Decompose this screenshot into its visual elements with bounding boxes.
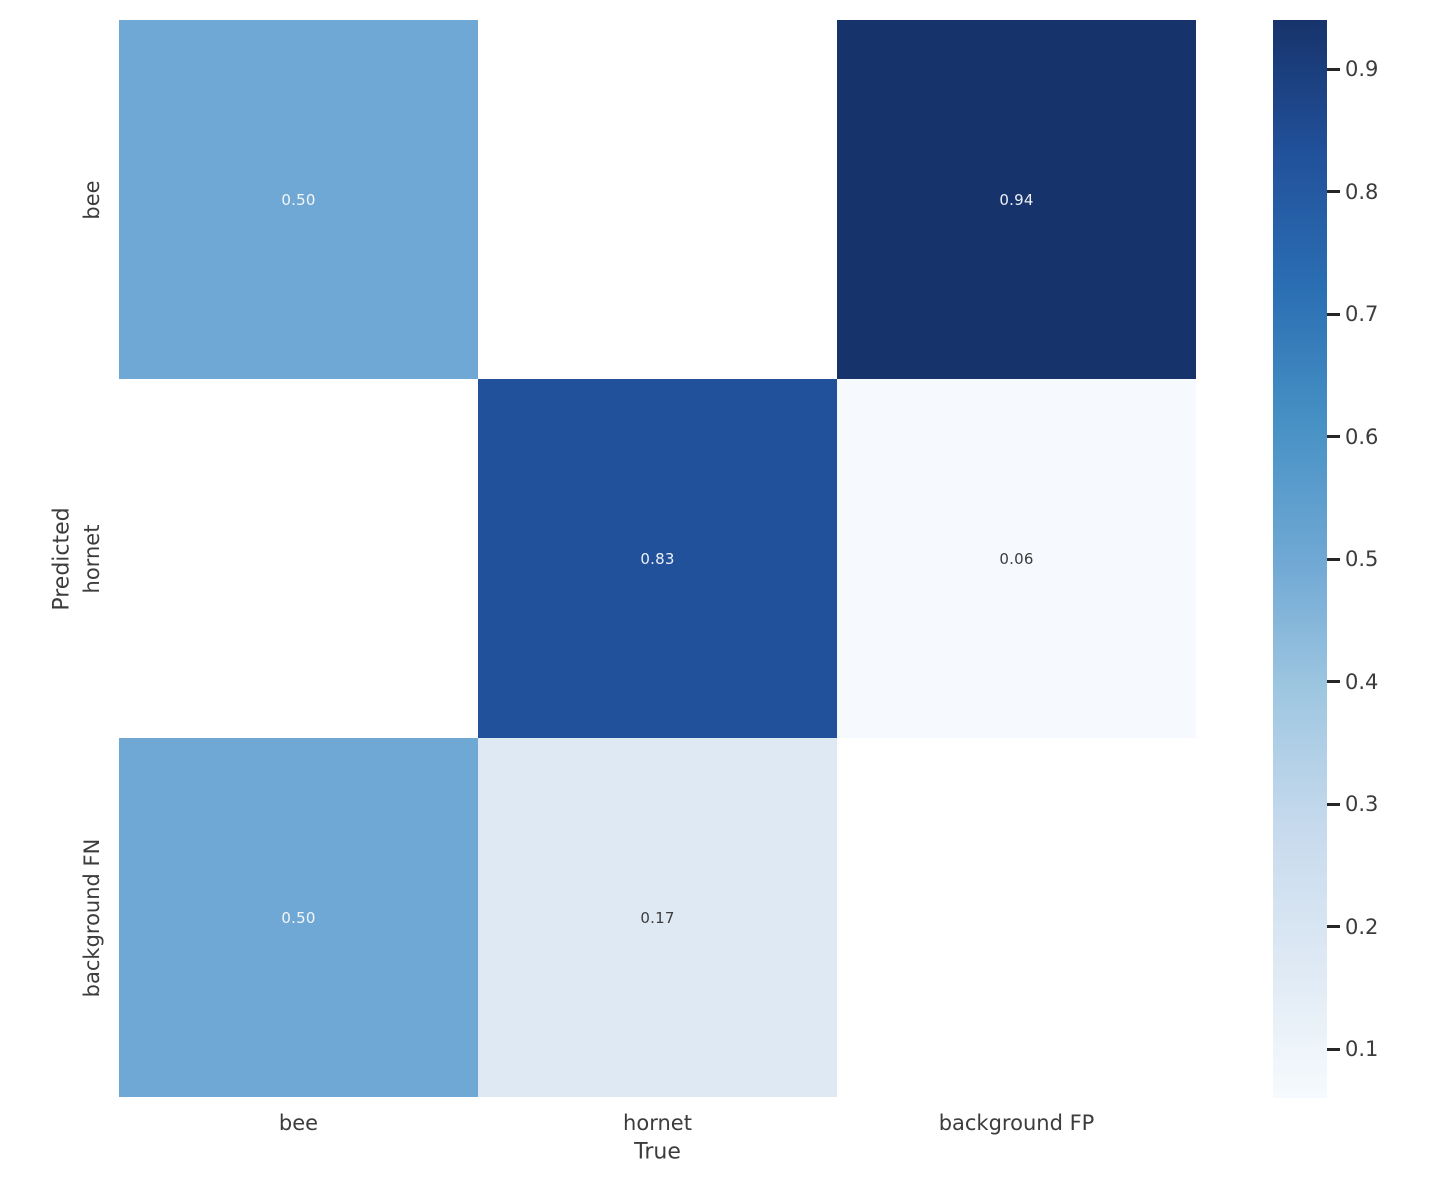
colorbar-tick-mark (1327, 1047, 1340, 1051)
heatmap-cell: 0.83 (478, 379, 837, 738)
heatmap-cell: 0.06 (837, 379, 1196, 738)
colorbar-tick-mark (1327, 190, 1340, 193)
colorbar-tick-mark (1327, 802, 1340, 806)
colorbar-tick-label: 0.4 (1345, 669, 1379, 694)
y-tick-label-bee: bee (80, 179, 104, 220)
colorbar-tick-mark (1327, 680, 1340, 683)
colorbar-tick-label: 0.5 (1345, 547, 1379, 571)
x-axis-title: True (634, 1139, 681, 1165)
colorbar-tick-mark (1327, 312, 1340, 316)
colorbar-tick-label: 0.3 (1345, 792, 1379, 816)
heatmap-cell-value: 0.06 (999, 549, 1034, 568)
colorbar-tick-mark (1327, 435, 1340, 438)
colorbar-tick-label: 0.9 (1345, 57, 1379, 81)
y-tick-label-hornet: hornet (80, 524, 104, 593)
heatmap-cell (119, 379, 478, 738)
x-tick-label-background-fp: background FP (938, 1111, 1095, 1135)
colorbar (1273, 20, 1327, 1098)
x-tick-label-bee: bee (278, 1111, 319, 1135)
heatmap-cell-value: 0.50 (281, 190, 316, 209)
colorbar-tick-mark (1327, 557, 1340, 561)
heatmap-cell-value: 0.50 (281, 908, 316, 927)
heatmap-cell: 0.94 (837, 20, 1196, 379)
heatmap-cell: 0.17 (478, 738, 837, 1097)
heatmap-cell-value: 0.83 (640, 549, 675, 568)
colorbar-tick-label: 0.2 (1345, 914, 1379, 939)
heatmap-cell: 0.50 (119, 20, 478, 379)
colorbar-tick-mark (1327, 925, 1340, 928)
x-tick-label-hornet: hornet (623, 1111, 692, 1135)
colorbar-tick-label: 0.8 (1345, 179, 1379, 204)
colorbar-tick-label: 0.1 (1345, 1037, 1379, 1061)
y-axis-title: Predicted (49, 506, 75, 611)
heatmap-cell: 0.50 (119, 738, 478, 1097)
heatmap-cell (837, 738, 1196, 1097)
heatmap-cell (478, 20, 837, 379)
heatmap-cell-value: 0.94 (999, 190, 1034, 209)
y-tick-label-background-fn: background FN (80, 838, 104, 997)
colorbar-tick-label: 0.6 (1345, 424, 1379, 449)
colorbar-tick-label: 0.7 (1345, 302, 1379, 326)
heatmap-cell-value: 0.17 (640, 908, 675, 927)
colorbar-tick-mark (1327, 67, 1340, 71)
heatmap-grid: 0.50 0.94 0.83 0.06 0.50 0.17 (119, 20, 1196, 1097)
